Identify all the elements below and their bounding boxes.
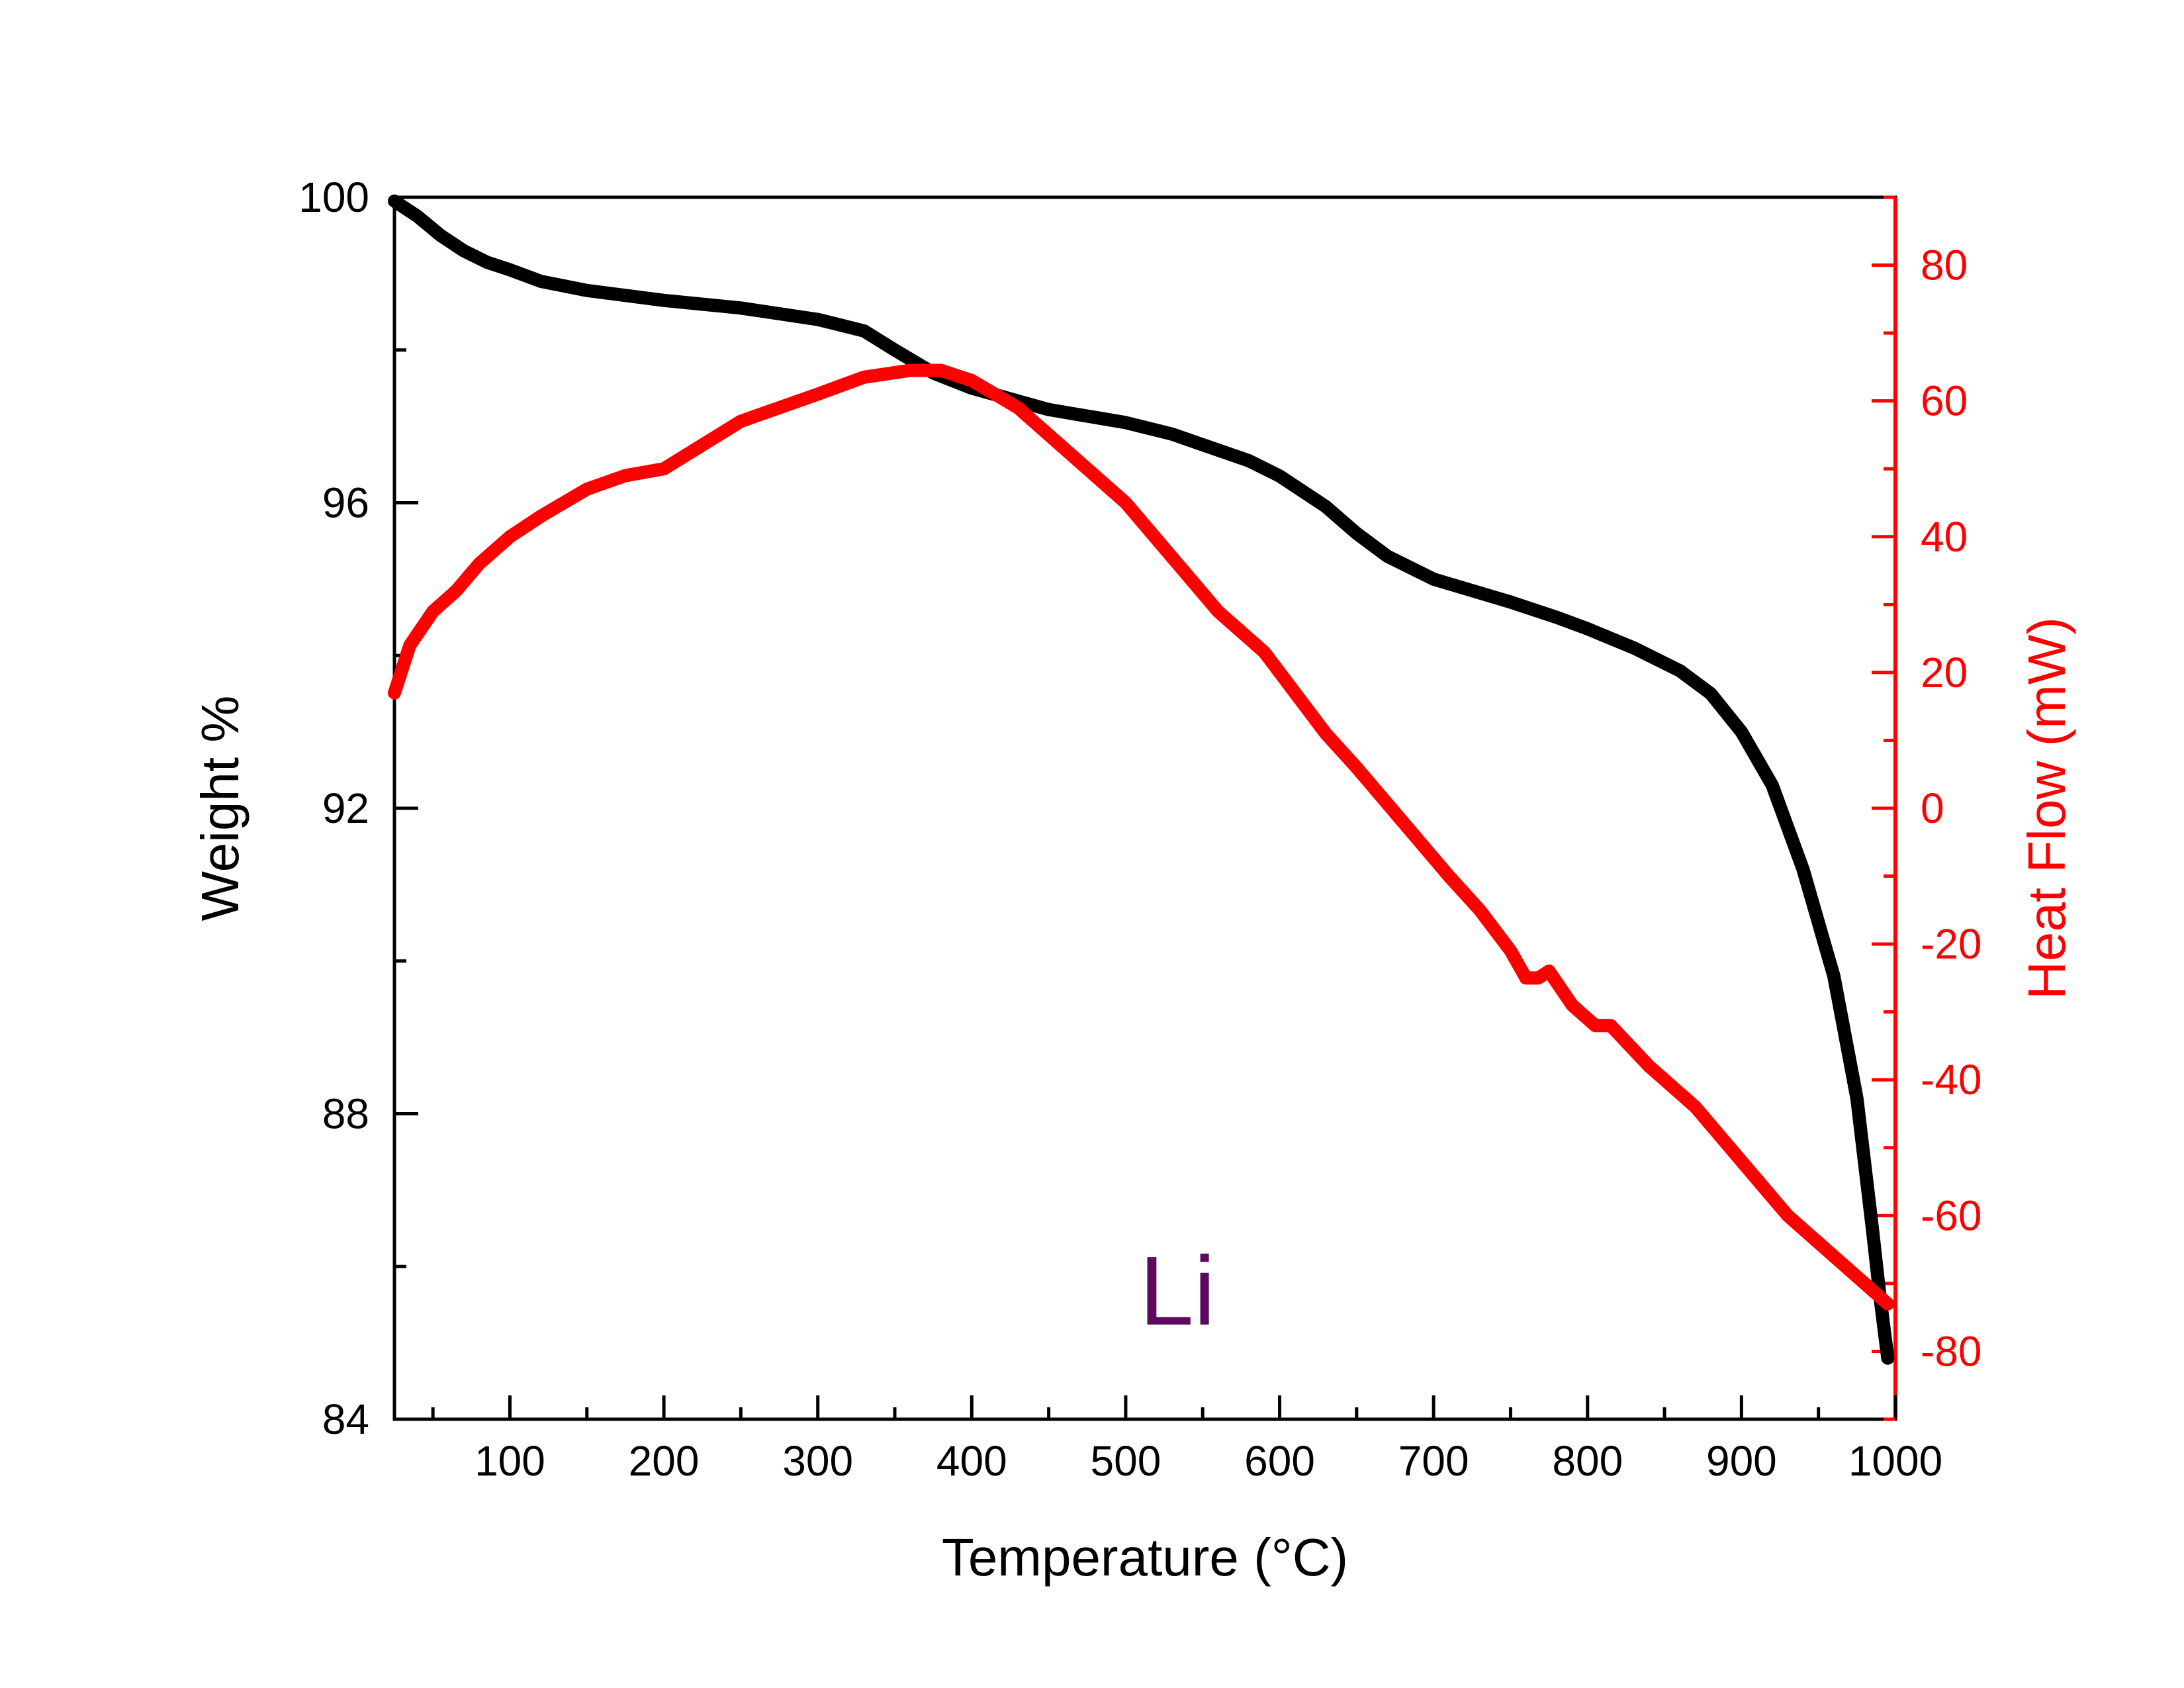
- left-tick-label: 88: [322, 1090, 369, 1138]
- heat-flow-curve: [388, 363, 1895, 1311]
- right-axis-ticks: -80 -60 -40 -20 0 20 40 60 80: [1872, 195, 1982, 1421]
- sample-annotation: Li: [1139, 1237, 1215, 1346]
- x-axis-ticks: 100 200 300 400 500 600 700 800 900 1000: [431, 1395, 1942, 1485]
- x-tick-label: 500: [1091, 1437, 1161, 1485]
- right-tick-label: 40: [1921, 513, 1968, 561]
- right-tick-label: 20: [1921, 649, 1968, 696]
- left-tick-label: 100: [298, 173, 369, 221]
- right-tick-label: 0: [1921, 784, 1944, 832]
- x-tick-label: 900: [1706, 1437, 1777, 1485]
- x-tick-label: 200: [629, 1437, 700, 1485]
- right-axis-title: Heat Flow (mW): [2017, 617, 2076, 1000]
- left-tick-label: 92: [322, 784, 369, 832]
- x-tick-label: 600: [1244, 1437, 1315, 1485]
- x-tick-label: 1000: [1848, 1437, 1942, 1485]
- right-tick-label: 60: [1921, 377, 1968, 425]
- left-tick-label: 84: [322, 1395, 369, 1443]
- right-tick-label: -40: [1921, 1056, 1982, 1103]
- series-layer: [388, 194, 1895, 1365]
- right-tick-label: -60: [1921, 1192, 1982, 1239]
- x-tick-label: 800: [1552, 1437, 1623, 1485]
- weight-curve: [388, 194, 1895, 1365]
- x-axis-title: Temperature (°C): [942, 1528, 1348, 1587]
- x-tick-label: 100: [475, 1437, 545, 1485]
- left-axis-title: Weight %: [191, 696, 250, 921]
- right-tick-label: -20: [1921, 920, 1982, 968]
- x-tick-label: 700: [1398, 1437, 1469, 1485]
- x-tick-label: 300: [782, 1437, 853, 1485]
- left-tick-label: 96: [322, 479, 369, 527]
- x-tick-label: 400: [936, 1437, 1007, 1485]
- left-axis-ticks: 84 88 92 96 100: [298, 173, 418, 1443]
- right-tick-label: -80: [1921, 1327, 1982, 1375]
- right-tick-label: 80: [1921, 242, 1968, 289]
